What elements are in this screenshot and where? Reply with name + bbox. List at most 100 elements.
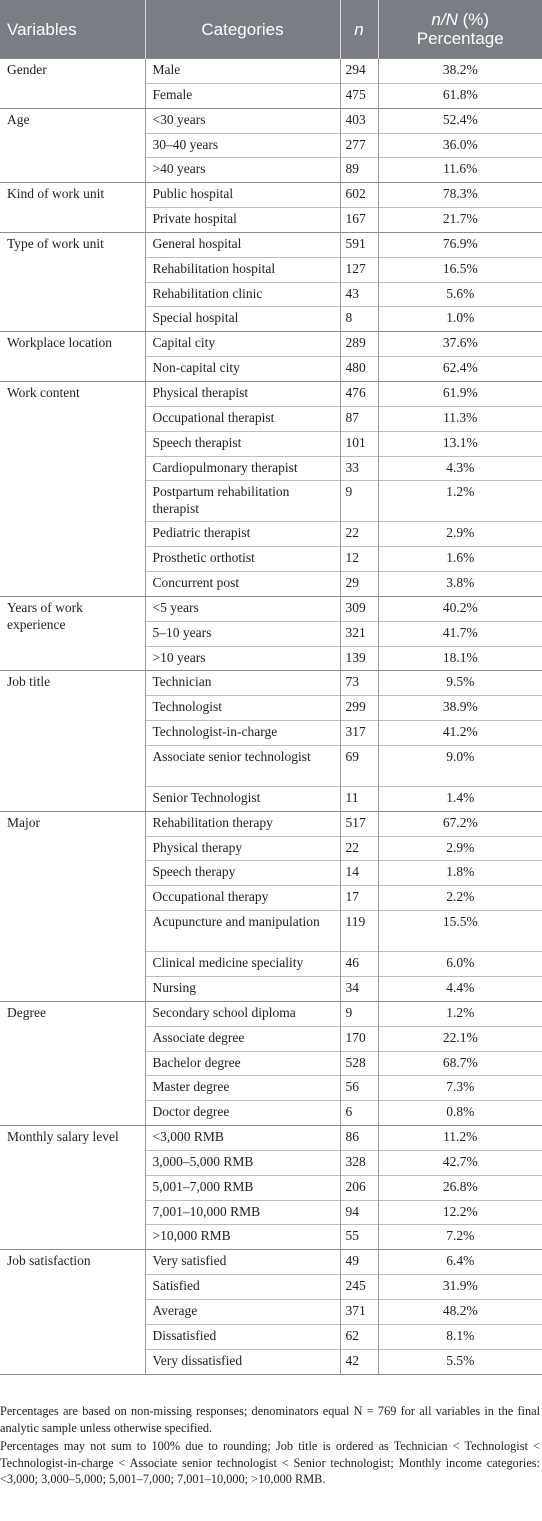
n-cell: 87 — [340, 405, 379, 432]
demographics-table-container: Variables Categories n n/N (%) Percentag… — [0, 0, 542, 1375]
table-row: Technologist 299 38.9% — [0, 695, 542, 721]
n-cell: 8 — [340, 306, 379, 332]
category-cell: Nursing — [145, 976, 341, 1002]
n-cell: 294 — [340, 58, 379, 84]
n-cell: 9 — [340, 1000, 379, 1027]
table-row: Senior Technologist 11 1.4% — [0, 785, 542, 812]
n-cell: 73 — [340, 670, 379, 696]
table-row: Technologist-in-charge 317 41.2% — [0, 720, 542, 746]
n-cell: 56 — [340, 1075, 379, 1101]
variable-cell: Work content — [0, 380, 146, 597]
table-row: Master degree 56 7.3% — [0, 1075, 542, 1101]
variable-cell: Workplace location — [0, 331, 146, 382]
category-cell: Concurrent post — [145, 571, 341, 597]
percentage-cell: 1.2% — [378, 480, 542, 522]
category-cell: Bachelor degree — [145, 1050, 341, 1076]
variable-cell: Type of work unit — [0, 231, 146, 333]
percentage-cell: 4.3% — [378, 455, 542, 481]
n-cell: 62 — [340, 1323, 379, 1350]
demographics-table: Variables Categories n n/N (%) Percentag… — [0, 0, 542, 1375]
header-pct-italic: n/N — [431, 10, 458, 29]
table-row: Occupational therapy 17 2.2% — [0, 885, 542, 911]
percentage-cell: 16.5% — [378, 256, 542, 283]
percentage-cell: 2.9% — [378, 521, 542, 547]
table-row: Age <30 years 403 52.4% — [0, 107, 542, 184]
n-cell: 33 — [340, 455, 379, 481]
percentage-cell: 1.4% — [378, 785, 542, 812]
n-cell: 403 — [340, 107, 379, 134]
n-cell: 101 — [340, 430, 379, 456]
percentage-cell: 38.9% — [378, 695, 542, 721]
percentage-cell: 7.2% — [378, 1224, 542, 1250]
table-row: Speech therapist 101 13.1% — [0, 430, 542, 456]
category-cell: General hospital — [145, 231, 341, 258]
table-row: Clinical medicine speciality 46 6.0% — [0, 951, 542, 977]
category-cell: Technologist-in-charge — [145, 720, 341, 746]
category-cell: Technician — [145, 670, 341, 696]
percentage-cell: 5.6% — [378, 281, 542, 307]
category-cell: Rehabilitation clinic — [145, 281, 341, 307]
table-row: Non-capital city 480 62.4% — [0, 356, 542, 382]
table-row: Bachelor degree 528 68.7% — [0, 1050, 542, 1076]
percentage-cell: 6.4% — [378, 1249, 542, 1275]
category-cell: Associate senior technologist — [145, 744, 341, 787]
n-cell: 119 — [340, 910, 379, 952]
table-row: Speech therapy 14 1.8% — [0, 860, 542, 886]
category-cell: >10,000 RMB — [145, 1224, 341, 1250]
table-row: Dissatisfied 62 8.1% — [0, 1323, 542, 1350]
variable-cell: Major — [0, 810, 146, 1002]
n-cell: 167 — [340, 207, 379, 233]
category-cell: <3,000 RMB — [145, 1125, 341, 1151]
n-cell: 12 — [340, 546, 379, 572]
header-pct-rest: (%) — [457, 10, 490, 29]
percentage-cell: 41.7% — [378, 620, 542, 647]
header-categories: Categories — [145, 0, 341, 59]
n-cell: 517 — [340, 810, 379, 837]
n-cell: 127 — [340, 256, 379, 283]
table-row: Physical therapy 22 2.9% — [0, 835, 542, 861]
table-row: Concurrent post 29 3.8% — [0, 571, 542, 597]
category-cell: Very satisfied — [145, 1249, 341, 1275]
category-cell: Average — [145, 1298, 341, 1325]
category-cell: Postpartum rehabilitation therapist — [145, 480, 341, 522]
n-cell: 309 — [340, 595, 379, 622]
n-cell: 476 — [340, 380, 379, 407]
n-cell: 17 — [340, 885, 379, 911]
table-body: Gender Male 294 38.2% Female 475 61.8% Age <30 y… — [0, 58, 542, 1375]
table-row: 30–40 years 277 36.0% — [0, 132, 542, 158]
n-cell: 86 — [340, 1125, 379, 1151]
percentage-cell: 8.1% — [378, 1323, 542, 1350]
table-row: Female 475 61.8% — [0, 82, 542, 109]
category-cell: 5,001–7,000 RMB — [145, 1174, 341, 1201]
n-cell: 29 — [340, 571, 379, 597]
table-row: Nursing 34 4.4% — [0, 976, 542, 1002]
percentage-cell: 7.3% — [378, 1075, 542, 1101]
table-row: Workplace location Capital city 289 37.6% — [0, 331, 542, 382]
table-row: 5–10 years 321 41.7% — [0, 620, 542, 647]
category-cell: Very dissatisfied — [145, 1348, 341, 1375]
n-cell: 475 — [340, 82, 379, 109]
n-cell: 22 — [340, 521, 379, 547]
category-cell: Cardiopulmonary therapist — [145, 455, 341, 481]
table-row: >10 years 139 18.1% — [0, 645, 542, 671]
category-cell: Doctor degree — [145, 1100, 341, 1126]
category-cell: 3,000–5,000 RMB — [145, 1149, 341, 1176]
n-cell: 206 — [340, 1174, 379, 1201]
header-n: n — [340, 0, 379, 59]
table-row: Private hospital 167 21.7% — [0, 207, 542, 233]
n-cell: 480 — [340, 356, 379, 382]
n-cell: 69 — [340, 744, 379, 787]
table-row: Degree Secondary school diploma 9 1.2% — [0, 1000, 542, 1127]
percentage-cell: 0.8% — [378, 1100, 542, 1126]
percentage-cell: 3.8% — [378, 571, 542, 597]
table-row: Very dissatisfied 42 5.5% — [0, 1348, 542, 1375]
table-footnotes: Percentages are based on non-missing res… — [0, 1403, 540, 1490]
header-percentage: n/N (%) Percentage — [378, 0, 542, 59]
category-cell: Associate degree — [145, 1025, 341, 1052]
variable-cell: Kind of work unit — [0, 182, 146, 233]
n-cell: 42 — [340, 1348, 379, 1375]
category-cell: Senior Technologist — [145, 785, 341, 812]
category-cell: Master degree — [145, 1075, 341, 1101]
percentage-cell: 4.4% — [378, 976, 542, 1002]
percentage-cell: 48.2% — [378, 1298, 542, 1325]
